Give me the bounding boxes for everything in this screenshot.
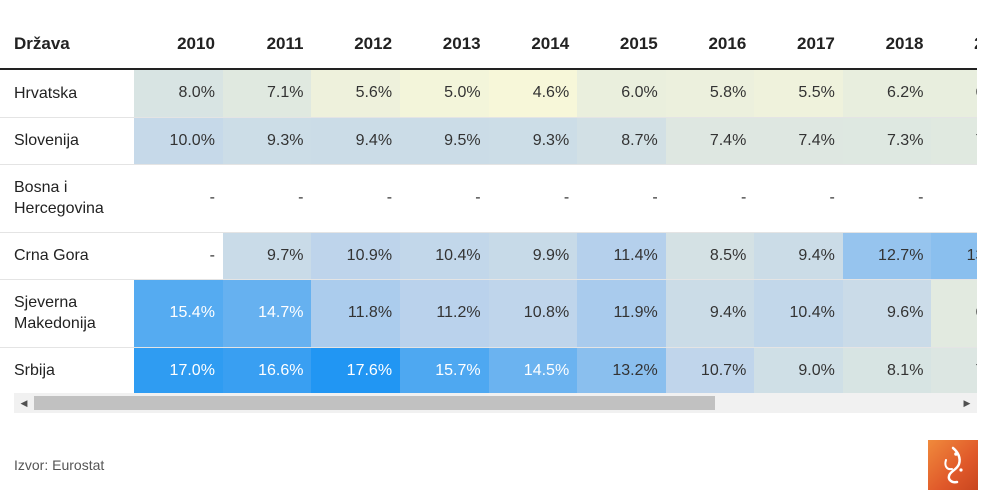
value-cell: 8.5% (665, 232, 755, 280)
value-cell: 5.0% (400, 69, 489, 118)
value-cell: 10.9% (311, 232, 401, 280)
table-row: Srbija 17.0% 16.6% 17.6% 15.7% 14.5% 13.2% 10.7… (0, 347, 977, 393)
value-cell: - (134, 164, 223, 233)
value-cell: 12.7% (842, 232, 932, 280)
value-cell: 8.0% (134, 69, 223, 118)
year-column-header: 2019 (931, 20, 977, 70)
value-cell: 8.7% (577, 117, 666, 165)
value-cell: 9.3% (222, 117, 312, 165)
country-column-header: Država (0, 20, 135, 70)
value-cell: 4.6% (488, 69, 578, 118)
value-cell: 11.8% (311, 279, 401, 348)
scroll-right-icon[interactable]: ▶ (963, 397, 971, 408)
table-body: Hrvatska 8.0% 7.1% 5.6% 5.0% 4.6% 6.0% 5.8% 5.5%… (0, 69, 977, 393)
value-cell: - (311, 164, 401, 233)
value-cell: 9.0% (754, 347, 843, 393)
value-cell: 9.7% (222, 232, 312, 280)
year-column-header: 2014 (488, 20, 578, 70)
country-name: Hrvatska (0, 69, 135, 118)
value-cell: - (665, 164, 755, 233)
value-cell: 13.2% (577, 347, 666, 393)
value-cell: 10.4% (400, 232, 489, 280)
value-cell: 11.4% (577, 232, 666, 280)
year-column-header: 2012 (311, 20, 401, 70)
country-name: Sjeverna Makedonija (0, 279, 135, 348)
value-cell: 6.0% (577, 69, 666, 118)
table-row: Slovenija 10.0% 9.3% 9.4% 9.5% 9.3% 8.7% 7.4% 7.… (0, 117, 977, 165)
horizontal-scrollbar[interactable]: ◀ ▶ (14, 393, 977, 413)
data-table: Država 2010 2011 2012 2013 2014 2015 2016 2017 2… (0, 20, 977, 393)
value-cell: 15.7% (400, 347, 489, 393)
al-jazeera-logo-icon (928, 440, 978, 490)
table-row: Sjeverna Makedonija 15.4% 14.7% 11.8% 11.2% 1… (0, 279, 977, 348)
value-cell: 14.5% (488, 347, 578, 393)
value-cell: 9.3% (488, 117, 578, 165)
value-cell: 7.1% (222, 69, 312, 118)
table-row: Crna Gora -9.7% 10.9% 10.4% 9.9% 11.4% 8.5% 9.4… (0, 232, 977, 280)
value-cell: - (842, 164, 932, 233)
value-cell: 7.4% (665, 117, 755, 165)
country-name: Crna Gora (0, 232, 135, 280)
value-cell: 5.5% (754, 69, 843, 118)
data-table-container: Država 2010 2011 2012 2013 2014 2015 2016 2017 2… (0, 20, 977, 393)
value-cell: 8.1% (842, 347, 932, 393)
table-header-row: Država 2010 2011 2012 2013 2014 2015 2016 2017 2… (0, 20, 977, 70)
value-cell: 10.7% (665, 347, 755, 393)
value-cell: - (222, 164, 312, 233)
value-cell: 17.6% (311, 347, 401, 393)
value-cell: 6.9% (931, 279, 977, 348)
value-cell: - (754, 164, 843, 233)
value-cell: - (134, 232, 223, 280)
value-cell: 13.2% (931, 232, 977, 280)
value-cell: - (577, 164, 666, 233)
value-cell: 7.3% (842, 117, 932, 165)
value-cell: 9.9% (488, 232, 578, 280)
source-note: Izvor: Eurostat (14, 457, 105, 473)
value-cell: 6.2% (842, 69, 932, 118)
country-name: Slovenija (0, 117, 135, 165)
value-cell: 5.6% (311, 69, 401, 118)
year-column-header: 2017 (754, 20, 843, 70)
value-cell: 17.0% (134, 347, 223, 393)
value-cell: 11.2% (400, 279, 489, 348)
year-column-header: 2016 (665, 20, 755, 70)
value-cell: 10.4% (754, 279, 843, 348)
year-column-header: 2011 (222, 20, 312, 70)
value-cell: 9.4% (754, 232, 843, 280)
value-cell: - (488, 164, 578, 233)
value-cell: 10.8% (488, 279, 578, 348)
value-cell: 5.8% (665, 69, 755, 118)
value-cell: - (400, 164, 489, 233)
value-cell: 16.6% (222, 347, 312, 393)
value-cell: 9.6% (842, 279, 932, 348)
value-cell: 6.2% (931, 69, 977, 118)
year-column-header: 2013 (400, 20, 489, 70)
value-cell: 9.5% (400, 117, 489, 165)
value-cell: 9.4% (665, 279, 755, 348)
value-cell: 7.6% (931, 347, 977, 393)
value-cell: 7.4% (754, 117, 843, 165)
value-cell: 10.0% (134, 117, 223, 165)
scroll-left-icon[interactable]: ◀ (20, 397, 28, 408)
value-cell: 15.4% (134, 279, 223, 348)
scrollbar-thumb[interactable] (34, 396, 715, 410)
value-cell: - (931, 164, 977, 233)
value-cell: 9.4% (311, 117, 401, 165)
value-cell: 14.7% (222, 279, 312, 348)
country-name: Srbija (0, 347, 135, 393)
value-cell: 11.9% (577, 279, 666, 348)
year-column-header: 2010 (134, 20, 223, 70)
table-row: Hrvatska 8.0% 7.1% 5.6% 5.0% 4.6% 6.0% 5.8% 5.5%… (0, 69, 977, 118)
table-row: Bosna i Hercegovina---------- (0, 164, 977, 233)
value-cell: 7.1% (931, 117, 977, 165)
country-name: Bosna i Hercegovina (0, 164, 135, 233)
year-column-header: 2018 (842, 20, 932, 70)
year-column-header: 2015 (577, 20, 666, 70)
